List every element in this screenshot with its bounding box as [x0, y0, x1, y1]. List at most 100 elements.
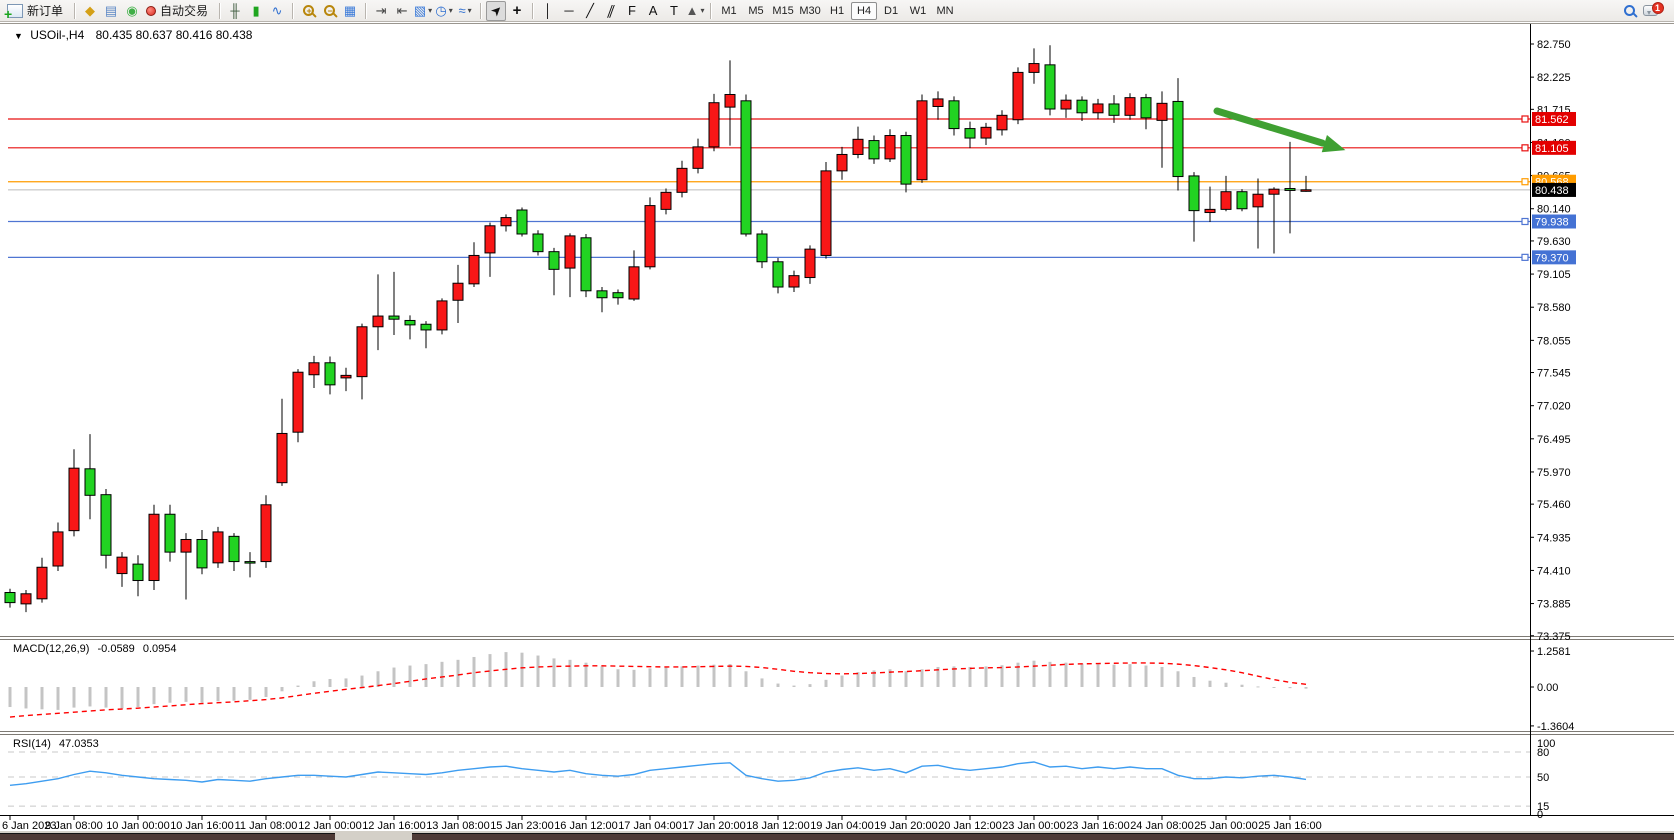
timeframe-button-m5[interactable]: M5 — [748, 4, 764, 17]
time-tick-label: 12 Jan 00:00 — [298, 820, 362, 832]
toolbar-separator — [480, 2, 482, 19]
periods-icon[interactable]: ◷ ▾ — [434, 1, 454, 21]
macd-histogram-bar — [424, 664, 428, 687]
search-icon[interactable] — [1619, 1, 1639, 21]
timeframe-button-h4[interactable]: H4 — [851, 1, 878, 20]
horizontal-line-icon[interactable]: ─ — [559, 1, 579, 21]
autotrade-status-icon — [146, 5, 157, 16]
time-tick-label: 20 Jan 12:00 — [938, 820, 1002, 832]
macd-name: MACD(12,26,9) — [13, 643, 90, 655]
text-icon[interactable]: A — [643, 1, 663, 21]
time-tick-label: 23 Jan 00:00 — [1002, 820, 1066, 832]
candles-group — [4, 45, 1312, 613]
candle-body — [340, 374, 352, 379]
market-watch-icon[interactable]: ◆ — [80, 1, 100, 21]
candle-body — [1076, 99, 1088, 114]
timeframe-button-mn[interactable]: MN — [936, 4, 954, 17]
price-tick-label: 73.375 — [1537, 631, 1571, 643]
candle-body — [436, 300, 448, 331]
text-icon: A — [648, 3, 658, 18]
candlestick-chart-icon[interactable]: ▮ — [246, 1, 266, 21]
macd-histogram-bar — [1080, 663, 1084, 687]
candle-body — [1172, 100, 1184, 178]
macd-histogram-bar — [792, 685, 796, 687]
text-label-icon[interactable]: T — [664, 1, 684, 21]
timeframe-button-w1[interactable]: W1 — [909, 4, 927, 17]
autotrade-button[interactable]: 自动交易 — [143, 1, 214, 21]
candle-body — [580, 237, 592, 292]
price-level-badge-text: 79.370 — [1535, 252, 1569, 264]
auto-scroll-icon[interactable]: ⇥ — [371, 1, 391, 21]
zoom-in-icon[interactable]: + — [298, 1, 318, 21]
chart-shift-icon[interactable]: ⇤ — [392, 1, 412, 21]
candle-body — [660, 191, 672, 210]
timeframe-button-m30[interactable]: M30 — [799, 4, 821, 17]
line-chart-icon[interactable]: ∿ — [267, 1, 287, 21]
candle-body — [324, 362, 336, 386]
line-endpoint-marker[interactable] — [1521, 217, 1529, 226]
magnifier-sign: − — [327, 6, 333, 16]
zoom-out-icon[interactable]: − — [319, 1, 339, 21]
candle-body — [20, 593, 32, 605]
fibonacci-icon[interactable]: F — [622, 1, 642, 21]
zoom-in-icon: + — [302, 5, 314, 16]
channel-icon[interactable]: ∥ — [601, 1, 621, 21]
candle-body — [708, 102, 720, 148]
line-endpoint-marker[interactable] — [1521, 144, 1529, 152]
trendline-icon[interactable]: ╱ — [580, 1, 600, 21]
candle-body — [884, 135, 896, 160]
macd-histogram-bar — [1192, 676, 1196, 687]
crosshair-icon[interactable]: + — [507, 1, 527, 21]
macd-histogram-bar — [1160, 666, 1164, 687]
line-endpoint-marker[interactable] — [1521, 253, 1529, 261]
line-endpoint-marker[interactable] — [1521, 115, 1529, 123]
macd-histogram-bar — [872, 670, 876, 687]
macd-histogram-bar — [696, 665, 700, 687]
time-tick-label: 19 Jan 04:00 — [810, 820, 874, 832]
shapes-icon[interactable]: ▲ ▾ — [685, 1, 705, 21]
macd-histogram-bar — [552, 658, 556, 687]
price-level-badge — [1532, 250, 1576, 265]
timeframe-button-m15[interactable]: M15 — [772, 4, 794, 17]
indicators-icon[interactable]: ≈ ▾ — [455, 1, 475, 21]
vertical-line-icon[interactable]: │ — [538, 1, 558, 21]
timeframe-button-m1[interactable]: M1 — [721, 4, 737, 17]
signals-icon[interactable]: ◉ — [122, 1, 142, 21]
macd-histogram-bar — [168, 687, 172, 703]
price-tick-label: 78.580 — [1537, 302, 1571, 314]
candle-body — [900, 135, 912, 185]
price-tick-label: 79.105 — [1537, 269, 1571, 281]
line-endpoint-marker[interactable] — [1521, 178, 1529, 186]
timeframe-button-d1[interactable]: D1 — [884, 4, 899, 17]
macd-histogram-bar — [936, 666, 940, 687]
macd-histogram-bar — [120, 687, 124, 709]
macd-histogram-bar — [344, 678, 348, 687]
vertical-line-icon: │ — [543, 3, 553, 18]
candle-body — [468, 254, 480, 285]
tile-windows-icon[interactable]: ▦ — [340, 1, 360, 21]
meta-editor-icon[interactable]: ▤ — [101, 1, 121, 21]
cursor-icon[interactable]: ➤ — [486, 0, 507, 21]
timeframe-button-h1[interactable]: H1 — [830, 4, 845, 17]
macd-histogram-bar — [200, 687, 204, 703]
chat-icon[interactable]: 1 — [1640, 1, 1664, 21]
time-tick-label: 25 Jan 16:00 — [1258, 820, 1322, 832]
collapse-triangle-icon[interactable]: ▼ — [14, 31, 23, 41]
time-tick-label: 25 Jan 00:00 — [1194, 820, 1258, 832]
price-tick-label: 74.935 — [1537, 532, 1571, 544]
macd-histogram-bar — [136, 687, 140, 708]
price-tick-label: 82.225 — [1537, 72, 1571, 84]
macd-histogram-bar — [664, 666, 668, 687]
autotrade-label: 自动交易 — [160, 4, 209, 18]
candle-body — [1140, 97, 1152, 119]
trend-arrow-annotation[interactable] — [1213, 107, 1326, 147]
macd-histogram-bar — [296, 685, 300, 687]
candle-body — [484, 225, 496, 254]
new-chart-icon[interactable]: ▧ ▾ — [413, 1, 433, 21]
candle-body — [260, 504, 272, 563]
price-level-badge-text: 81.562 — [1535, 114, 1569, 126]
new-order-button[interactable]: 新订单 — [4, 1, 69, 22]
candle-body — [4, 592, 16, 604]
bar-chart-icon[interactable]: ╫ — [225, 1, 245, 21]
